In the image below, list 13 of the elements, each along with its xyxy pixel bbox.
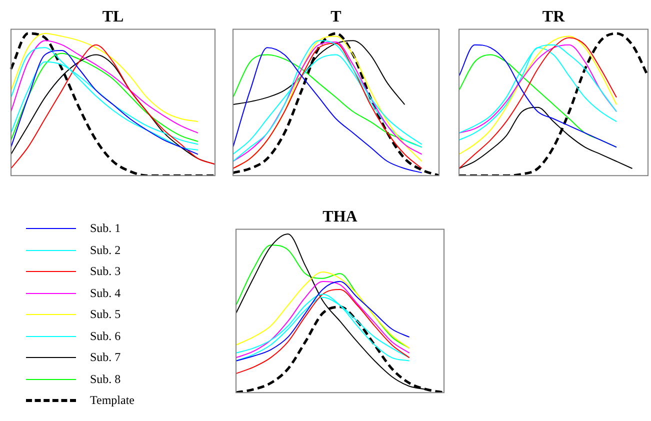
legend-label: Sub. 7 <box>90 350 121 366</box>
legend-label: Sub. 6 <box>90 328 121 344</box>
legend-label: Sub. 4 <box>90 286 121 301</box>
legend-label: Template <box>90 393 134 408</box>
legend-label: Sub. 5 <box>90 307 121 322</box>
chart-title: THA <box>322 208 358 226</box>
chart-title: T <box>330 8 342 26</box>
legend-label: Sub. 3 <box>90 264 121 280</box>
legend-label: Sub. 8 <box>90 372 121 387</box>
chart-title: TL <box>102 8 124 26</box>
legend-label: Sub. 1 <box>90 221 121 236</box>
legend-label: Sub. 2 <box>90 242 121 258</box>
chart-title: TR <box>542 8 566 26</box>
